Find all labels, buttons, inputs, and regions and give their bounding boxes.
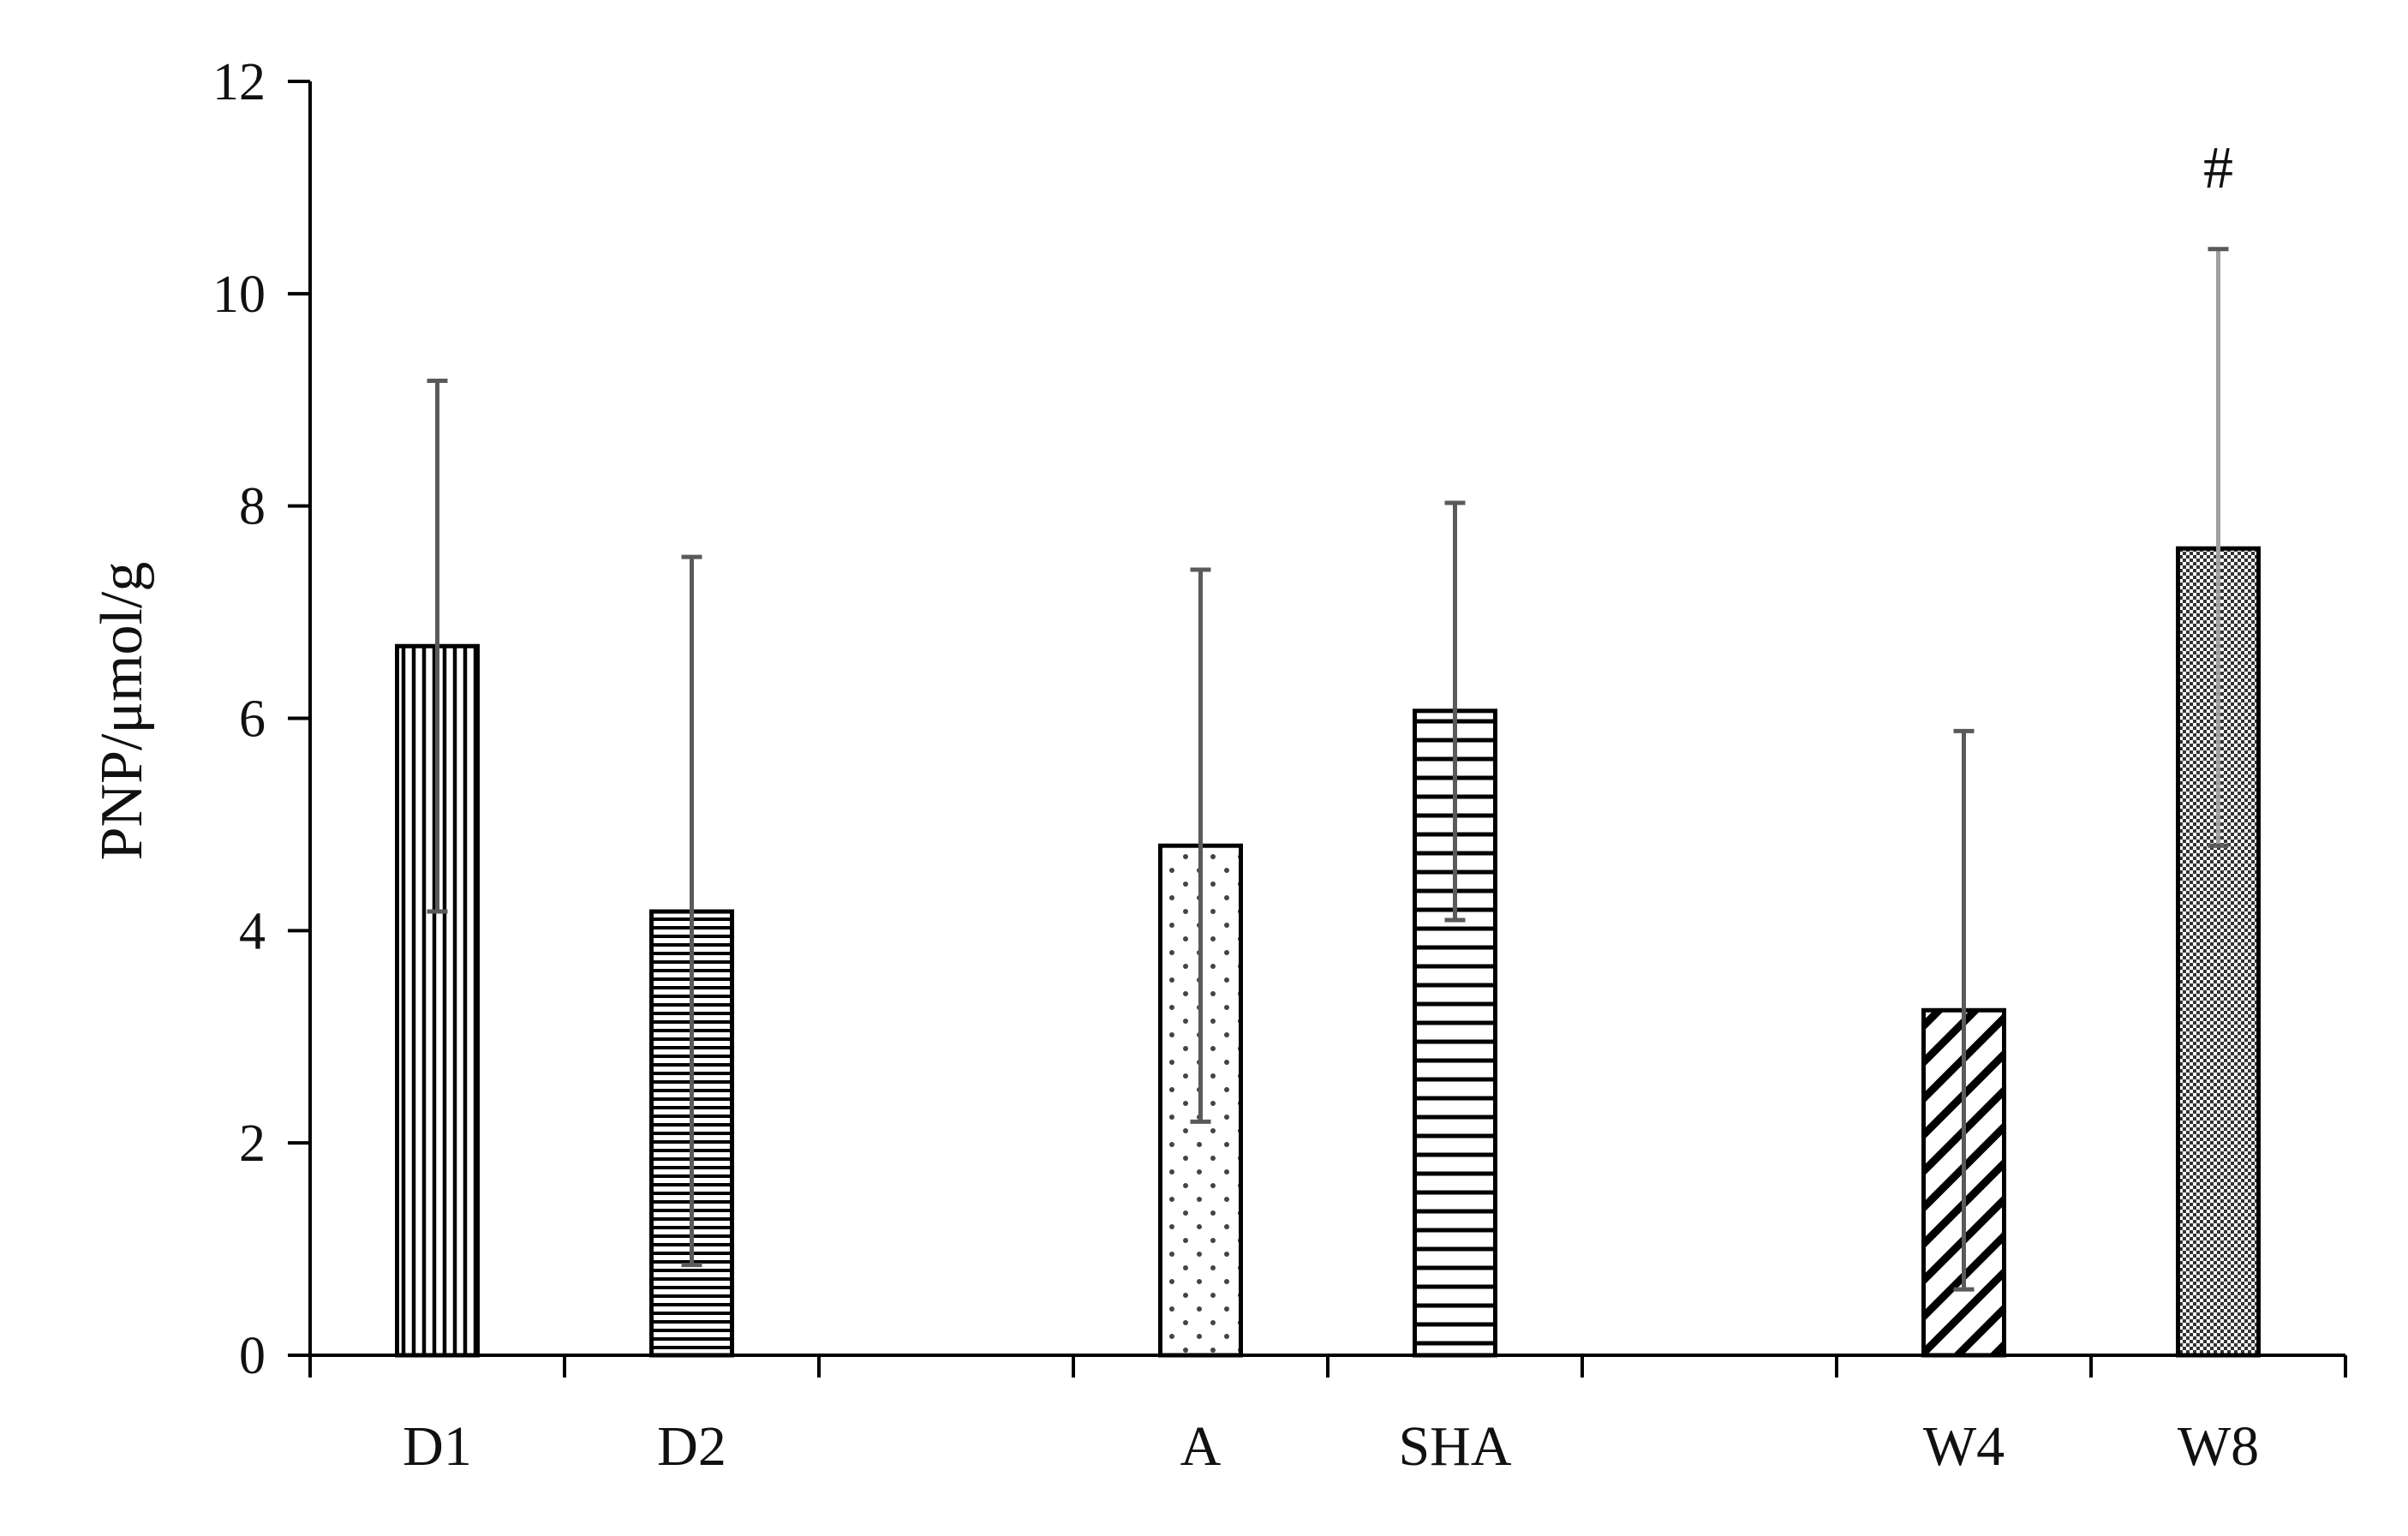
bars	[395, 546, 2261, 1358]
error-bars	[427, 247, 2229, 1292]
y-tick-label: 10	[212, 266, 266, 324]
y-tick-label: 12	[212, 53, 266, 111]
y-tick-label: 0	[239, 1327, 266, 1385]
category-label-w8: W8	[2178, 1415, 2259, 1478]
category-label-a: A	[1180, 1415, 1222, 1478]
category-label-w4: W4	[1923, 1415, 2005, 1478]
y-tick-label: 6	[239, 690, 266, 749]
category-label-d1: D1	[403, 1415, 472, 1478]
category-label-d2: D2	[657, 1415, 726, 1478]
y-axis-label-group: PNP/μmol/g	[89, 562, 155, 861]
y-tick-label: 8	[239, 478, 266, 536]
y-axis-label: PNP/μmol/g	[89, 562, 155, 861]
annotations: #	[2203, 135, 2233, 201]
y-tick-label: 4	[239, 902, 266, 960]
y-ticks: 0 2 4 6 8 10 12	[212, 53, 310, 1385]
significance-marker: #	[2203, 135, 2233, 201]
category-labels: D1 D2 A SHA W4 W8	[403, 1415, 2259, 1478]
x-ticks	[308, 1355, 2347, 1378]
y-tick-label: 2	[239, 1115, 266, 1173]
category-label-sha: SHA	[1398, 1415, 1511, 1478]
